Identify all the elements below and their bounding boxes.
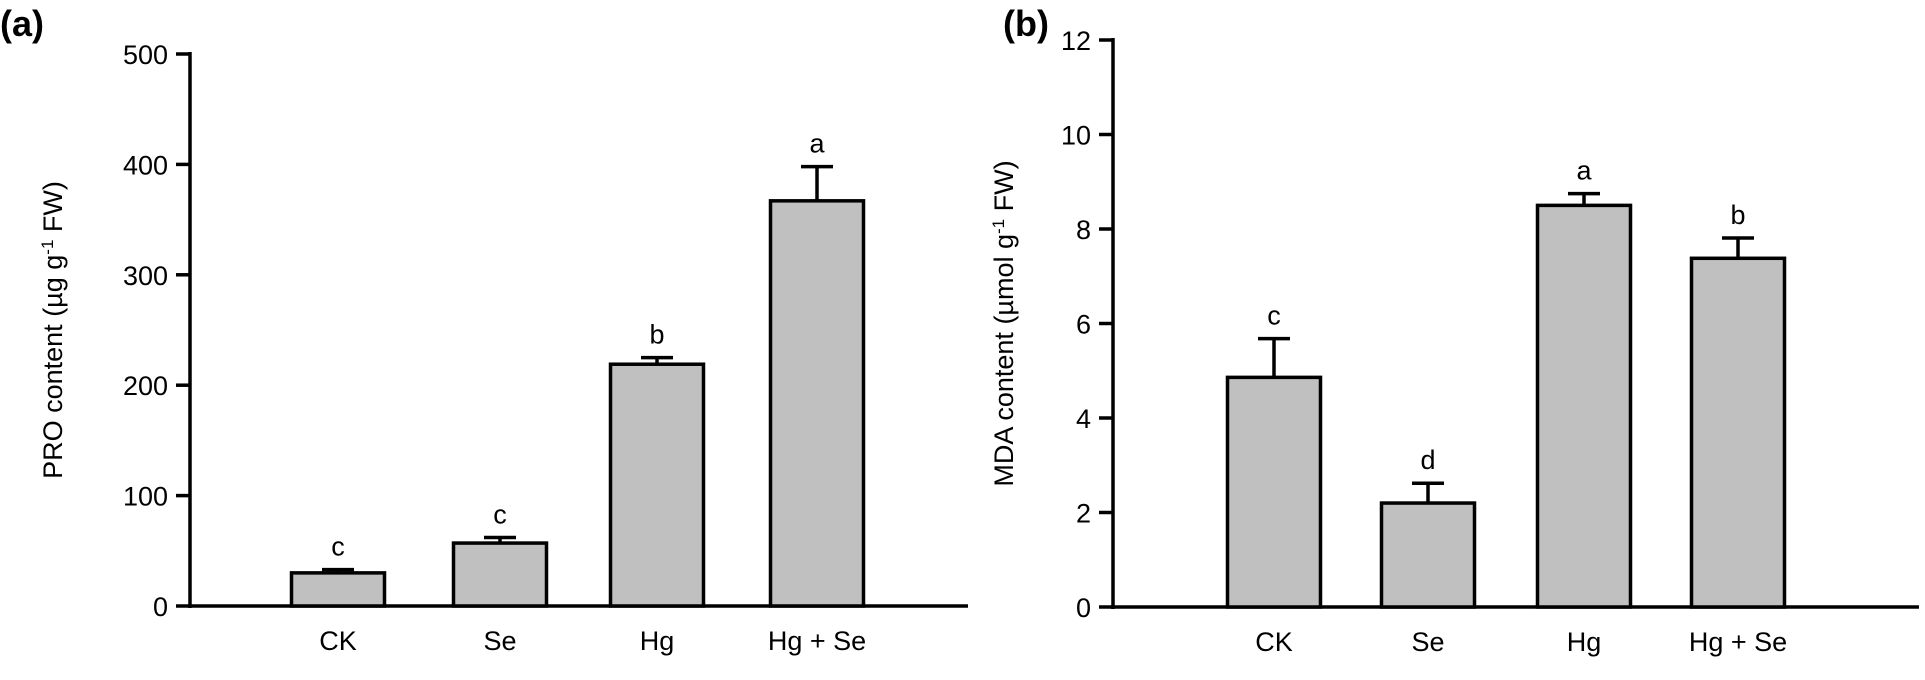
significance-letter: c: [1267, 301, 1281, 331]
y-tick-label: 500: [123, 40, 168, 70]
y-tick-label: 4: [1076, 404, 1091, 434]
significance-letter: c: [493, 500, 507, 530]
x-tick-label: Hg + Se: [768, 626, 866, 656]
y-axis-label-main: PRO content (µg g: [38, 255, 68, 479]
bar-hgse: [1689, 256, 1787, 609]
x-tick-label: Hg + Se: [1689, 627, 1787, 657]
y-axis-label: MDA content (µmol g-1 FW): [989, 160, 1020, 486]
y-tick-label: 0: [1076, 593, 1091, 623]
y-axis-label-superscript: -1: [989, 219, 1008, 234]
y-tick-label: 0: [153, 592, 168, 622]
y-axis-label: PRO content (µg g-1 FW): [38, 181, 69, 479]
y-tick-label: 10: [1061, 121, 1091, 151]
bar-ck: [289, 571, 387, 608]
y-axis-label-superscript: -1: [38, 240, 57, 255]
bar-ck: [1225, 375, 1323, 609]
y-tick-label: 8: [1076, 215, 1091, 245]
bar-hg: [1535, 203, 1633, 609]
significance-letter: b: [1730, 200, 1745, 230]
panel-label: (a): [0, 3, 44, 44]
significance-letter: a: [809, 129, 825, 159]
x-tick-label: Hg: [640, 626, 675, 656]
bar-hgse: [768, 199, 866, 608]
significance-letter: b: [649, 320, 664, 350]
y-tick-label: 200: [123, 371, 168, 401]
chart-panel-b: (b) 0 2 4 6 8 10 12 MDA content (µmol g-1 FW) c CK…: [989, 3, 1919, 657]
x-tick-label: Se: [1411, 627, 1444, 657]
y-axis-label-tail: FW): [38, 181, 68, 239]
x-tick-label: Se: [483, 626, 516, 656]
chart-panel-a: (a) 0 100 200 300 400 500 PRO content (µg g-1 F…: [0, 3, 968, 656]
panel-label: (b): [1003, 3, 1049, 44]
y-tick-label: 6: [1076, 310, 1091, 340]
x-tick-label: Hg: [1567, 627, 1602, 657]
y-tick-label: 100: [123, 482, 168, 512]
bar-se: [1379, 501, 1477, 609]
y-tick-label: 12: [1061, 26, 1091, 56]
bar-hg: [608, 362, 706, 608]
significance-letter: c: [331, 532, 345, 562]
x-tick-label: CK: [1255, 627, 1293, 657]
x-tick-label: CK: [319, 626, 357, 656]
y-tick-label: 300: [123, 261, 168, 291]
significance-letter: d: [1420, 445, 1435, 475]
y-tick-label: 2: [1076, 499, 1091, 529]
y-tick-label: 400: [123, 150, 168, 180]
y-axis-label-main: MDA content (µmol g: [989, 234, 1019, 487]
bar-se: [451, 541, 549, 608]
significance-letter: a: [1576, 156, 1592, 186]
y-axis-label-tail: FW): [989, 160, 1019, 218]
